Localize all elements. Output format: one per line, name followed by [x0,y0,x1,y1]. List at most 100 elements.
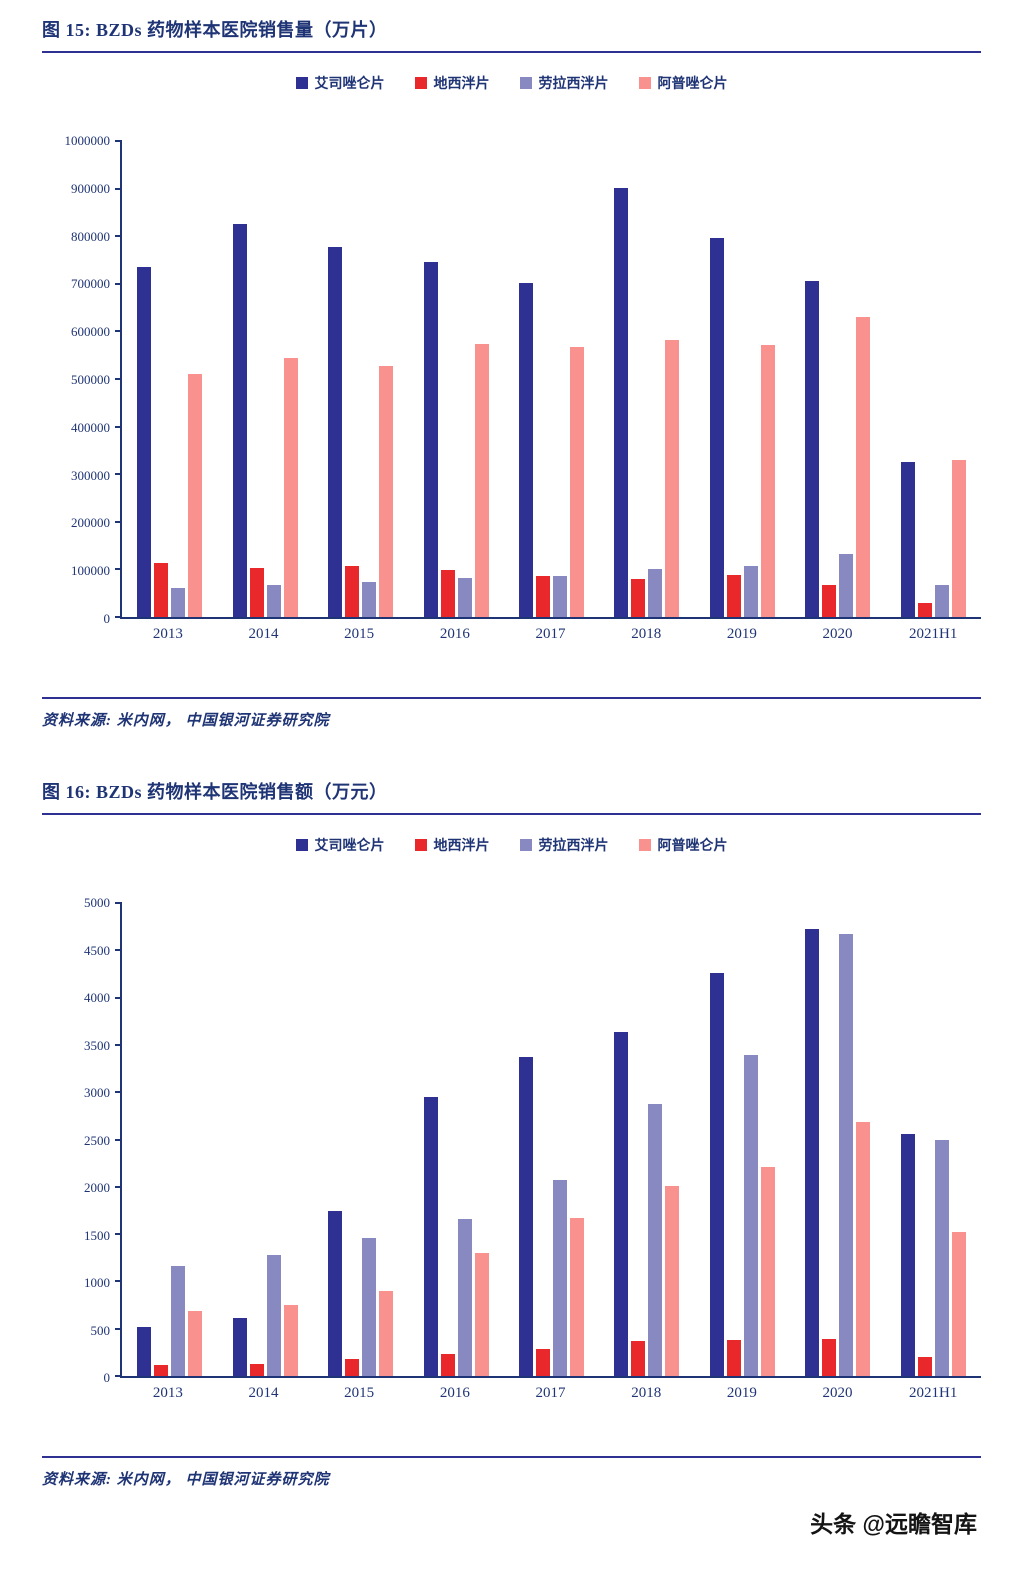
bar-group [313,141,408,617]
y-axis-tick-label: 2000 [84,1180,110,1195]
bar-groups [122,903,981,1376]
plot-area [115,902,981,1378]
bar [951,1232,966,1376]
bar-group [217,903,312,1376]
bar [266,584,281,617]
bar [934,584,949,617]
x-axis-label: 2014 [248,626,279,642]
legend-label: 阿普唑仑片 [657,839,728,854]
figure-16-chart: 艾司唑仑片 地西泮片 劳拉西泮片 阿普唑仑片 0 500 1000 1500 2000 2500 3… [42,835,981,1402]
bar [171,587,186,617]
x-axis: 2013 2014 2015 2016 2017 2018 2019 2020 2021H1 [42,626,981,643]
bar-group [313,903,408,1376]
x-axis-label: 2020 [822,626,853,642]
bar [726,1339,741,1376]
bar [917,603,932,617]
legend-item: 劳拉西泮片 [519,835,609,855]
bar [552,1180,567,1376]
bar [171,1266,186,1376]
y-axis-tick [115,235,122,238]
y-axis-tick-label: 4000 [84,990,110,1005]
bar [822,585,837,617]
bar [154,1364,169,1376]
bar [760,1166,775,1376]
plot: 0 100000 200000 300000 400000 500000 600000 700… [42,133,981,626]
bar [951,459,966,617]
x-axis-label: 2021H1 [909,1385,958,1401]
bar [631,1341,646,1376]
figure-16-block: 图 16: BZDs 药物样本医院销售额（万元） 艾司唑仑片 地西泮片 劳拉西泮片 阿… [42,778,981,1489]
y-axis-tick-label: 3000 [84,1085,110,1100]
y-axis-tick [115,949,122,952]
bar [805,280,820,617]
bar [440,569,455,617]
y-axis-tick-label: 300000 [71,467,110,483]
y-axis-tick [115,1185,122,1188]
bar [856,1121,871,1376]
x-axis-label: 2018 [631,1385,662,1401]
legend-item: 阿普唑仑片 [638,73,728,93]
bar-group [695,141,790,617]
y-axis-tick-label: 5000 [84,895,110,910]
y-axis-tick-label: 800000 [71,228,110,244]
bar [648,1103,663,1376]
bar [283,1305,298,1376]
y-axis-tick [115,902,122,904]
bar [518,283,533,617]
y-axis-tick-label: 1000000 [64,133,111,148]
x-axis-label: 2015 [344,626,375,642]
bar [839,934,854,1376]
bar [345,1359,360,1376]
bar [552,575,567,617]
y-axis-tick-label: 4500 [84,942,110,958]
legend-swatch [295,839,308,851]
figure-15-chart: 艾司唑仑片 地西泮片 劳拉西泮片 阿普唑仑片 0 100000 200000 300000 40… [42,73,981,643]
bar [535,575,550,617]
bar [154,563,169,617]
legend-label: 阿普唑仑片 [657,77,728,92]
bar [726,575,741,617]
legend-item: 劳拉西泮片 [519,73,609,93]
source-divider [42,1456,981,1458]
y-axis-tick-label: 600000 [71,324,110,340]
x-axis-label: 2019 [726,626,757,642]
bar [266,1254,281,1376]
y-axis-tick-label: 3500 [84,1037,110,1053]
y-axis-tick [115,330,122,333]
legend-item: 艾司唑仑片 [295,73,385,93]
y-axis-tick [115,1233,122,1236]
plot-area [115,140,981,619]
y-axis: 0 500 1000 1500 2000 2500 3000 3500 4000 4500 5000 [42,895,120,1385]
bar [137,1326,152,1376]
y-axis-tick-label: 1500 [84,1227,110,1243]
bar [379,366,394,617]
y-axis-tick [115,520,122,523]
y-axis-tick-label: 0 [103,611,111,626]
bar [665,1185,680,1376]
y-axis: 0 100000 200000 300000 400000 500000 600000 700… [42,133,120,626]
legend-label: 劳拉西泮片 [538,839,609,854]
x-axis-labels: 2013 2014 2015 2016 2017 2018 2019 2020 2021H1 [120,626,981,643]
x-axis-label: 2013 [152,626,183,642]
x-axis-label: 2015 [344,1385,375,1401]
legend-item: 艾司唑仑片 [295,835,385,855]
y-axis-tick [115,1043,122,1046]
legend-swatch [295,77,308,89]
bar [345,566,360,617]
y-axis-tick-label: 500 [90,1322,111,1338]
bar [328,1211,343,1376]
x-axis-label: 2013 [152,1385,183,1401]
bar [743,1055,758,1376]
y-axis-tick [115,1327,122,1330]
x-axis-spacer [42,1385,120,1402]
x-axis-label: 2018 [631,626,662,642]
bar [917,1357,932,1376]
bar [188,1310,203,1376]
y-axis-tick-label: 200000 [71,515,110,531]
bar-group [886,903,981,1376]
x-axis-label: 2019 [726,1385,757,1401]
bar-group [504,141,599,617]
bar-group [599,141,694,617]
y-axis-tick [115,616,122,618]
